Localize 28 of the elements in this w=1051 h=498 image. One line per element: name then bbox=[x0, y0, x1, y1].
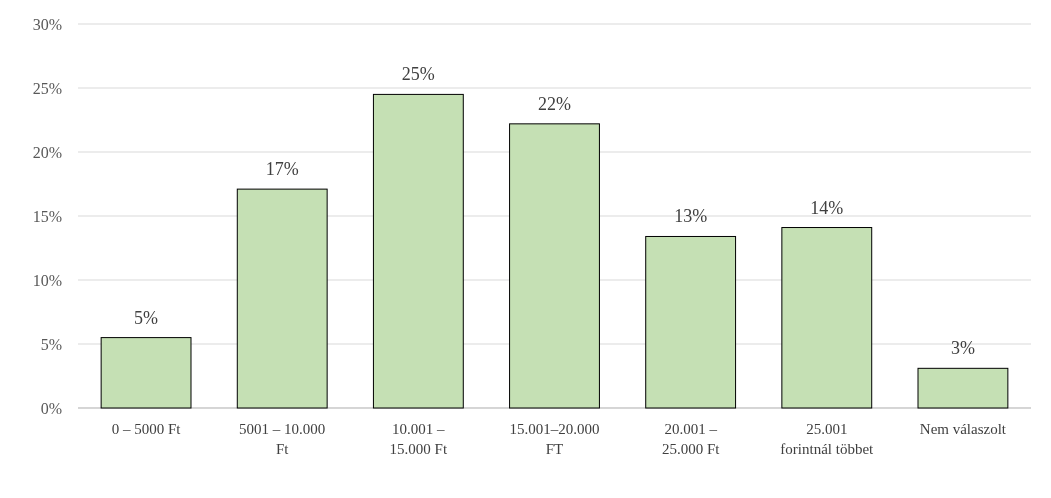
bar bbox=[781, 227, 873, 409]
y-tick-label: 5% bbox=[40, 335, 62, 353]
data-label: 25% bbox=[401, 64, 435, 85]
y-tick-label: 10% bbox=[32, 271, 62, 289]
y-tick-label: 15% bbox=[32, 207, 62, 225]
bar bbox=[100, 337, 192, 409]
x-tick-label: 20.001 – 25.000 Ft bbox=[661, 421, 721, 457]
x-tick-label: 25.001 forintnál többet bbox=[780, 421, 875, 457]
y-tick-label: 0% bbox=[40, 399, 62, 417]
bar bbox=[372, 93, 464, 409]
bar bbox=[645, 235, 737, 409]
y-tick-label: 25% bbox=[32, 79, 62, 97]
bar bbox=[917, 367, 1009, 409]
data-label: 14% bbox=[810, 197, 844, 218]
bar bbox=[509, 123, 600, 409]
y-tick-label: 30% bbox=[32, 15, 62, 33]
data-label: 13% bbox=[674, 206, 708, 227]
x-tick-label: 15.001–20.000 FT bbox=[509, 421, 600, 457]
bar bbox=[236, 188, 328, 409]
data-label: 17% bbox=[265, 159, 299, 180]
y-tick-label: 20% bbox=[32, 143, 62, 161]
data-label: 5% bbox=[134, 307, 159, 328]
x-tick-label: 10.001 – 15.000 Ft bbox=[389, 421, 448, 457]
x-tick-label: 5001 – 10.000 Ft bbox=[239, 421, 326, 457]
data-label: 3% bbox=[950, 338, 975, 359]
x-tick-label: Nem válaszolt bbox=[919, 421, 1007, 437]
data-label: 22% bbox=[538, 93, 571, 114]
x-tick-label: 0 – 5000 Ft bbox=[111, 421, 182, 437]
